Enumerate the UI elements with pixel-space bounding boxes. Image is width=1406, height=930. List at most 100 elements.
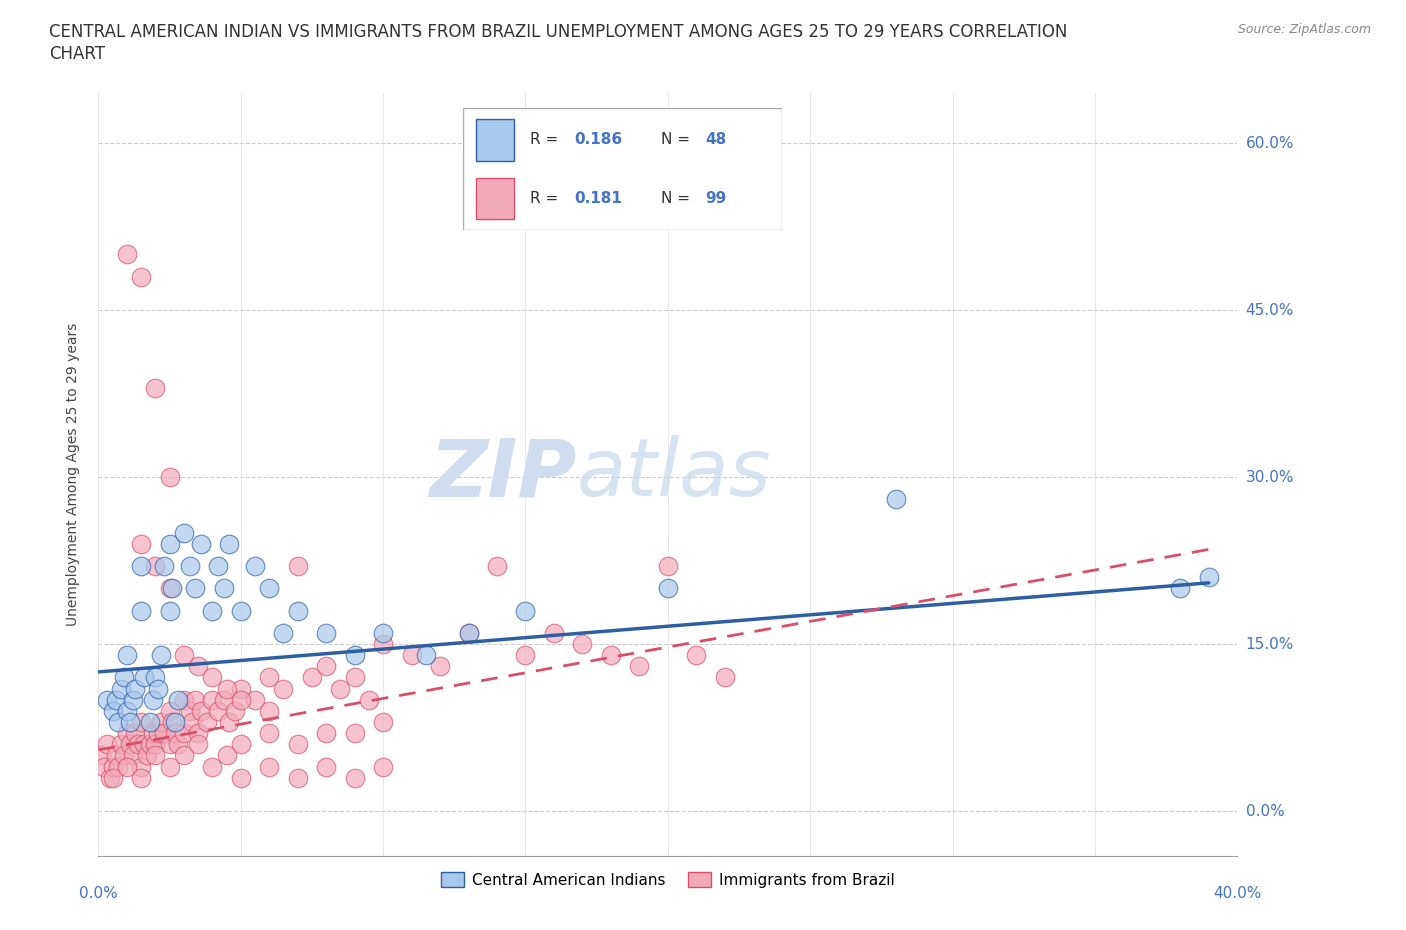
- Text: 45.0%: 45.0%: [1246, 302, 1294, 317]
- Point: [287, 770, 309, 785]
- Point: [115, 648, 138, 663]
- Point: [159, 737, 181, 751]
- Point: [373, 714, 395, 729]
- Point: [153, 559, 176, 574]
- Point: [173, 525, 195, 540]
- Point: [121, 692, 143, 707]
- Point: [121, 748, 143, 763]
- Point: [207, 559, 229, 574]
- Point: [148, 725, 170, 740]
- Text: 60.0%: 60.0%: [1246, 136, 1294, 151]
- Point: [141, 725, 163, 740]
- Point: [212, 692, 235, 707]
- Point: [129, 714, 152, 729]
- Point: [115, 759, 138, 774]
- Point: [173, 725, 195, 740]
- Point: [315, 626, 337, 641]
- Point: [301, 670, 323, 684]
- Point: [287, 559, 309, 574]
- Point: [127, 737, 149, 751]
- Point: [135, 748, 157, 763]
- Point: [115, 703, 138, 718]
- Text: CENTRAL AMERICAN INDIAN VS IMMIGRANTS FROM BRAZIL UNEMPLOYMENT AMONG AGES 25 TO : CENTRAL AMERICAN INDIAN VS IMMIGRANTS FR…: [49, 23, 1067, 41]
- Text: 40.0%: 40.0%: [1213, 886, 1261, 901]
- Point: [112, 748, 135, 763]
- Point: [201, 692, 224, 707]
- Point: [373, 626, 395, 641]
- Point: [145, 670, 167, 684]
- Point: [657, 581, 679, 596]
- Point: [124, 725, 146, 740]
- Point: [515, 648, 537, 663]
- Point: [287, 737, 309, 751]
- Text: atlas: atlas: [576, 435, 772, 513]
- Point: [90, 748, 112, 763]
- Point: [124, 681, 146, 696]
- Text: ZIP: ZIP: [429, 435, 576, 513]
- Point: [401, 648, 423, 663]
- Point: [129, 270, 152, 285]
- Point: [201, 759, 224, 774]
- Point: [96, 737, 118, 751]
- Point: [159, 470, 181, 485]
- Point: [181, 714, 204, 729]
- Point: [215, 681, 238, 696]
- Legend: Central American Indians, Immigrants from Brazil: Central American Indians, Immigrants fro…: [434, 866, 901, 894]
- Point: [165, 714, 187, 729]
- Point: [343, 725, 366, 740]
- Point: [129, 559, 152, 574]
- Text: Source: ZipAtlas.com: Source: ZipAtlas.com: [1237, 23, 1371, 36]
- Point: [1170, 581, 1192, 596]
- Point: [115, 725, 138, 740]
- Point: [141, 692, 163, 707]
- Point: [212, 581, 235, 596]
- Point: [159, 581, 181, 596]
- Point: [259, 725, 281, 740]
- Point: [112, 670, 135, 684]
- Point: [107, 759, 129, 774]
- Point: [273, 626, 295, 641]
- Point: [315, 759, 337, 774]
- Point: [115, 247, 138, 262]
- Point: [201, 670, 224, 684]
- Point: [229, 681, 252, 696]
- Point: [201, 604, 224, 618]
- Point: [229, 692, 252, 707]
- Point: [162, 581, 184, 596]
- Point: [190, 703, 212, 718]
- Point: [165, 725, 187, 740]
- Point: [138, 714, 160, 729]
- Point: [159, 703, 181, 718]
- Y-axis label: Unemployment Among Ages 25 to 29 years: Unemployment Among Ages 25 to 29 years: [66, 323, 80, 626]
- Text: 0.0%: 0.0%: [79, 886, 118, 901]
- Point: [150, 714, 173, 729]
- Point: [145, 380, 167, 395]
- Point: [343, 648, 366, 663]
- Point: [162, 714, 184, 729]
- Point: [343, 670, 366, 684]
- Point: [187, 658, 209, 673]
- Point: [259, 581, 281, 596]
- Point: [243, 559, 266, 574]
- Point: [273, 681, 295, 696]
- Text: 30.0%: 30.0%: [1246, 470, 1294, 485]
- Point: [129, 770, 152, 785]
- Point: [229, 770, 252, 785]
- Point: [129, 604, 152, 618]
- Point: [259, 670, 281, 684]
- Point: [167, 737, 190, 751]
- Point: [714, 670, 737, 684]
- Point: [104, 748, 127, 763]
- Point: [207, 703, 229, 718]
- Point: [259, 703, 281, 718]
- Point: [179, 559, 201, 574]
- Point: [132, 670, 155, 684]
- Point: [884, 492, 907, 507]
- Point: [129, 759, 152, 774]
- Point: [218, 714, 240, 729]
- Point: [118, 737, 141, 751]
- Point: [685, 648, 707, 663]
- Point: [98, 770, 121, 785]
- Point: [259, 759, 281, 774]
- Point: [657, 559, 679, 574]
